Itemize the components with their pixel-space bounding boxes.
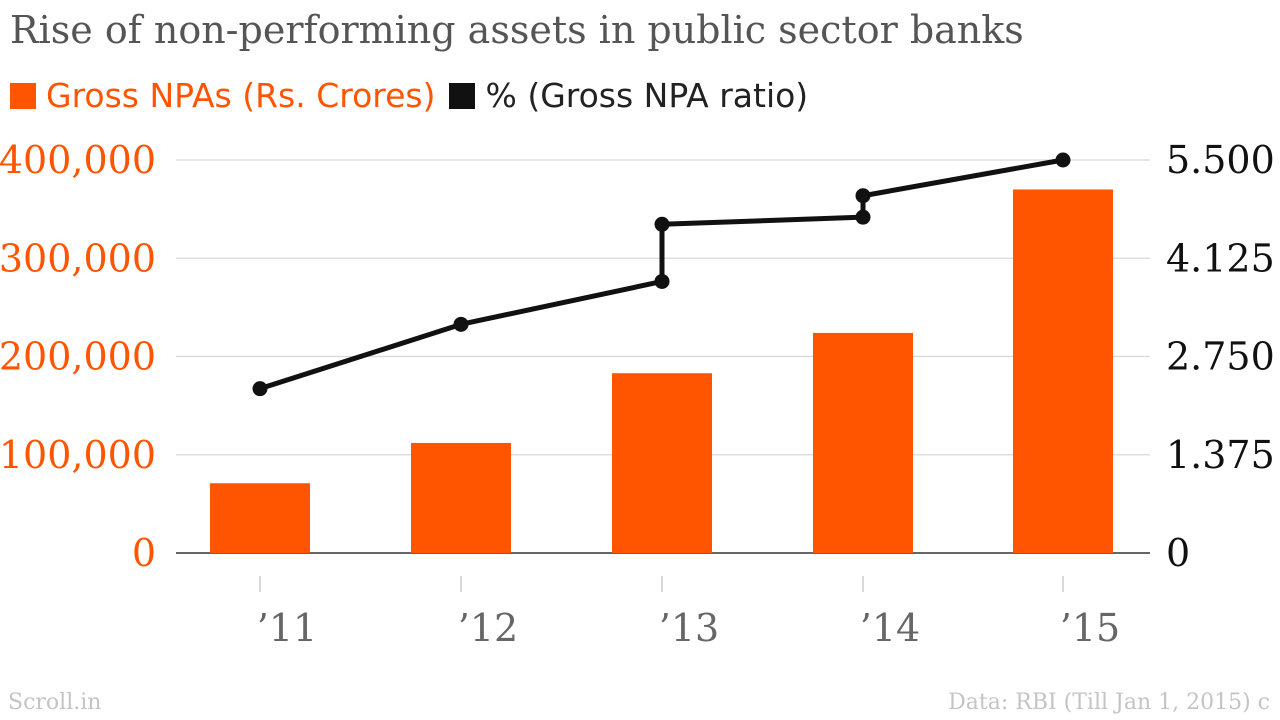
y-right-tick-label: 1.375	[1166, 433, 1275, 477]
legend: Gross NPAs (Rs. Crores) % (Gross NPA rat…	[10, 76, 822, 115]
x-tick-label: ’14	[860, 606, 920, 650]
point-npa-ratio	[654, 216, 670, 232]
x-tick-label: ’12	[458, 606, 518, 650]
bar-gross-npa	[813, 332, 913, 553]
point-npa-ratio	[855, 188, 871, 204]
y-right-tick-label: 5.500	[1166, 138, 1275, 182]
source-note: Data: RBI (Till Jan 1, 2015) c	[948, 690, 1270, 715]
x-tick-label: ’13	[659, 606, 719, 650]
y-left-tick-label: 400,000	[0, 138, 156, 182]
point-npa-ratio	[453, 316, 469, 332]
legend-item-npa-ratio: % (Gross NPA ratio)	[449, 76, 808, 115]
y-left-tick-label: 0	[132, 531, 156, 575]
y-left-tick-label: 100,000	[0, 433, 156, 477]
bar-gross-npa	[612, 373, 712, 553]
x-tick-label: ’15	[1060, 606, 1120, 650]
y-right-tick-label: 4.125	[1166, 236, 1275, 280]
y-right-tick-label: 2.750	[1166, 335, 1275, 379]
point-npa-ratio	[654, 273, 670, 289]
y-left-tick-label: 200,000	[0, 335, 156, 379]
bar-gross-npa	[210, 483, 310, 553]
x-tick-label: ’11	[257, 606, 317, 650]
bar-gross-npa	[411, 442, 511, 553]
legend-label-gross-npa: Gross NPAs (Rs. Crores)	[46, 76, 436, 115]
point-npa-ratio	[1055, 152, 1071, 168]
legend-item-gross-npa: Gross NPAs (Rs. Crores)	[10, 76, 435, 115]
y-left-tick-label: 300,000	[0, 236, 156, 280]
bar-gross-npa	[1013, 189, 1113, 553]
legend-label-npa-ratio: % (Gross NPA ratio)	[485, 76, 809, 115]
y-right-tick-label: 0	[1166, 531, 1190, 575]
legend-swatch-gross-npa	[10, 82, 36, 109]
point-npa-ratio	[855, 209, 871, 225]
point-npa-ratio	[252, 381, 268, 397]
source-logo-text: Scroll.in	[8, 690, 102, 715]
chart-title: Rise of non-performing assets in public …	[10, 8, 1024, 52]
legend-swatch-npa-ratio	[449, 82, 476, 109]
